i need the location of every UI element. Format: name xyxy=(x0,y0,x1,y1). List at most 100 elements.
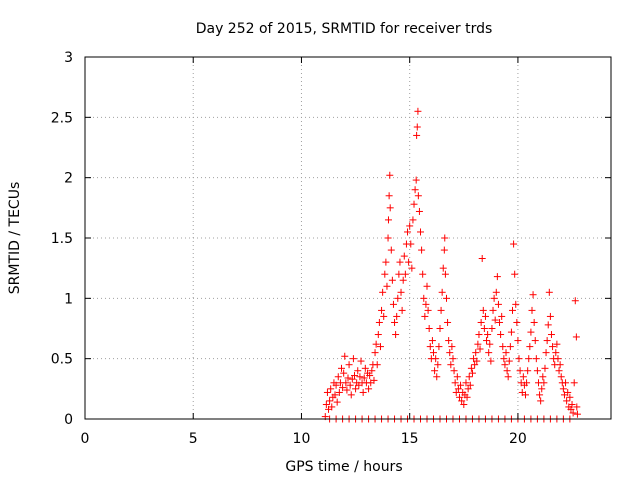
data-point xyxy=(400,252,408,260)
data-point xyxy=(425,325,433,332)
data-point xyxy=(357,357,365,365)
data-point xyxy=(398,306,406,314)
data-point xyxy=(385,192,393,200)
data-point xyxy=(396,258,404,266)
data-point xyxy=(566,393,574,401)
data-point xyxy=(481,312,489,320)
data-point xyxy=(494,300,502,308)
x-tick-label: 10 xyxy=(293,431,311,447)
data-point xyxy=(480,325,488,332)
data-point xyxy=(354,367,362,375)
data-point xyxy=(373,361,381,369)
data-point xyxy=(386,171,394,179)
data-point xyxy=(437,306,445,314)
data-point xyxy=(552,349,560,357)
data-point xyxy=(331,391,339,399)
data-point xyxy=(378,306,386,314)
data-point xyxy=(394,294,402,302)
data-point xyxy=(446,349,454,357)
x-tick-label: 0 xyxy=(81,431,90,447)
data-point xyxy=(392,331,400,339)
data-point xyxy=(374,331,382,339)
data-point xyxy=(356,373,364,381)
data-point xyxy=(562,379,570,387)
data-point xyxy=(492,288,500,296)
data-point xyxy=(537,397,545,405)
data-point xyxy=(359,388,367,396)
data-point xyxy=(455,393,463,401)
data-point xyxy=(350,372,358,380)
data-point xyxy=(557,373,565,381)
data-point xyxy=(388,276,396,284)
data-point xyxy=(507,328,515,336)
data-point xyxy=(504,373,512,381)
data-point xyxy=(521,391,529,399)
data-point xyxy=(405,258,413,266)
data-point xyxy=(528,306,536,314)
data-point xyxy=(498,312,506,320)
data-point xyxy=(484,331,492,339)
data-point xyxy=(368,367,376,375)
data-point xyxy=(533,367,541,375)
data-point xyxy=(361,364,369,372)
data-point xyxy=(525,355,533,363)
data-point xyxy=(366,372,374,380)
data-point xyxy=(348,375,356,383)
data-point xyxy=(328,403,336,411)
y-tick-label: 2 xyxy=(64,171,73,187)
data-point xyxy=(479,306,487,314)
data-point xyxy=(465,373,473,381)
data-point xyxy=(501,361,509,369)
data-point xyxy=(409,216,417,224)
data-point xyxy=(477,318,485,326)
data-point xyxy=(516,367,524,375)
data-point xyxy=(553,340,561,348)
data-point xyxy=(556,361,564,369)
data-point xyxy=(573,410,581,418)
data-point xyxy=(448,343,456,351)
y-tick-label: 1.5 xyxy=(51,231,73,247)
data-point xyxy=(440,246,448,254)
data-point xyxy=(506,343,514,351)
data-point xyxy=(453,373,461,381)
data-point xyxy=(458,397,466,405)
data-point xyxy=(432,355,440,363)
data-point xyxy=(544,321,552,329)
points-layer xyxy=(321,107,581,423)
data-point xyxy=(323,388,331,396)
data-point xyxy=(511,270,519,278)
data-point xyxy=(486,340,494,348)
data-point xyxy=(414,192,422,200)
x-tick-label: 5 xyxy=(189,431,198,447)
data-point xyxy=(541,364,549,372)
data-point xyxy=(426,343,434,351)
data-point xyxy=(502,349,510,357)
data-point xyxy=(436,325,444,332)
data-point xyxy=(412,176,420,184)
data-point xyxy=(393,312,401,320)
data-point xyxy=(343,386,351,394)
data-point xyxy=(491,316,499,324)
data-point xyxy=(549,343,557,351)
data-point xyxy=(431,367,439,375)
data-point xyxy=(441,234,449,242)
data-point xyxy=(449,355,457,363)
data-point xyxy=(476,345,484,353)
data-point xyxy=(543,337,551,345)
data-point xyxy=(474,340,482,348)
data-point xyxy=(380,312,388,320)
data-point xyxy=(428,337,436,345)
data-point xyxy=(334,373,342,381)
data-point xyxy=(347,391,355,399)
data-point xyxy=(454,385,462,393)
x-axis-label: GPS time / hours xyxy=(285,459,402,475)
data-point xyxy=(344,374,352,382)
data-point xyxy=(401,270,409,278)
data-point xyxy=(414,107,422,115)
data-point xyxy=(510,240,518,248)
data-point xyxy=(529,291,537,299)
data-point xyxy=(375,318,383,326)
data-point xyxy=(413,123,421,131)
data-point xyxy=(410,200,418,208)
data-point xyxy=(554,355,562,363)
